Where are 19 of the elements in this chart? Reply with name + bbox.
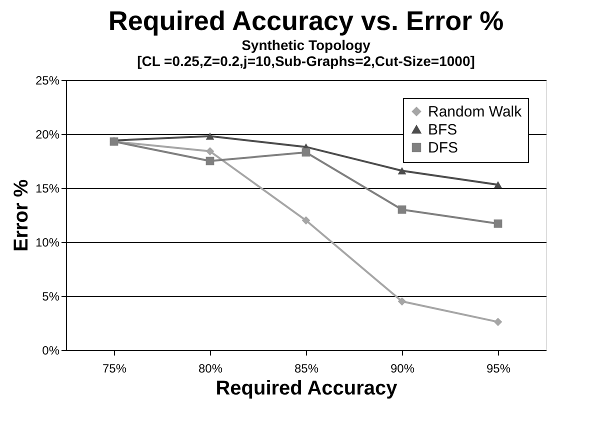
x-axis-title: Required Accuracy [216, 378, 398, 400]
legend-label: Random Walk [428, 104, 522, 120]
y-tick-label: 10% [35, 236, 60, 250]
x-tick-label: 90% [390, 362, 415, 376]
legend-label: DFS [428, 140, 458, 156]
x-tick-label: 80% [198, 362, 223, 376]
y-tick-label: 20% [35, 128, 60, 142]
y-tick-label: 15% [35, 182, 60, 196]
y-axis-title: Error % [10, 179, 32, 252]
y-tick-label: 0% [42, 344, 60, 358]
legend-label: BFS [428, 122, 458, 138]
text: Synthetic Topology [242, 37, 370, 53]
text: [CL =0.25,Z=0.2,j=10,Sub-Graphs=2,Cut-Size=1000] [137, 53, 475, 69]
x-tick-label: 75% [102, 362, 127, 376]
chart-title: Required Accuracy vs. Error % [108, 6, 504, 36]
x-tick-label: 95% [486, 362, 511, 376]
y-tick-label: 25% [35, 74, 60, 88]
x-tick-label: 85% [294, 362, 319, 376]
y-tick-label: 5% [42, 290, 60, 304]
